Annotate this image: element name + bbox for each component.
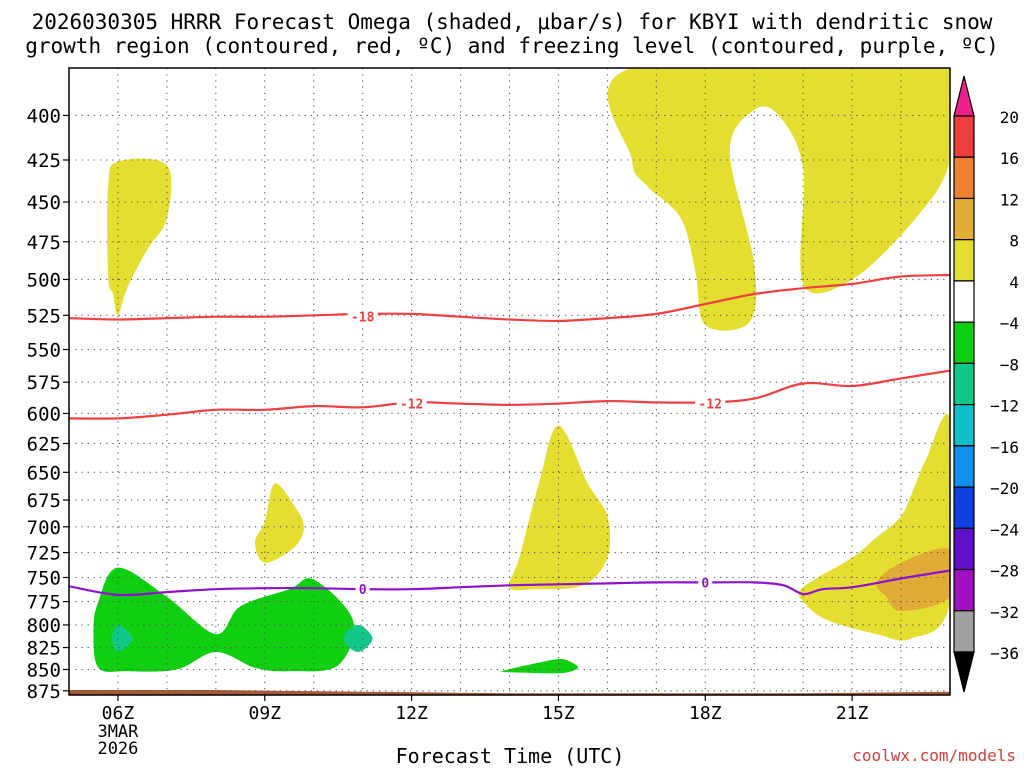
contour-label-bg-1 — [396, 396, 427, 411]
colorbar-label-2: 12 — [1000, 190, 1019, 209]
colorbar-box-2 — [953, 197, 975, 241]
contour-label-bg-4 — [698, 575, 713, 590]
colorbar-box-12 — [953, 610, 975, 653]
colorbar-box-8 — [953, 445, 975, 488]
colorbar-box-6 — [953, 362, 975, 406]
ytick-label-775: 775 — [27, 592, 61, 614]
ytick-label-625: 625 — [27, 433, 61, 455]
chart-title-line-1: 2026030305 HRRR Forecast Omega (shaded, … — [31, 10, 993, 34]
colorbar-box-0 — [953, 115, 975, 158]
xtick-sublabel-0: 3MAR — [97, 722, 139, 742]
omega-region-3 — [607, 68, 950, 331]
colorbar-label-1: 16 — [1000, 149, 1019, 168]
ytick-label-550: 550 — [27, 340, 61, 362]
contour-label-bg-3 — [355, 582, 370, 597]
credit-link[interactable]: coolwx.com/models — [852, 746, 1016, 765]
colorbar-box-5 — [953, 321, 975, 364]
colorbar: 20 16 12 8 4 −4 −8 −12 −16 −20 −24 −28 −32 −36 — [953, 75, 1019, 693]
colorbar-label-11: −28 — [990, 562, 1019, 581]
omega-region-6 — [93, 567, 354, 672]
xtick-label-21Z: 21Z — [836, 703, 869, 724]
y-axis: 400 425 450 475 500 525 550 575 600 625 650 675 700 7… — [27, 105, 69, 703]
ytick-label-650: 650 — [27, 462, 61, 484]
ytick-label-425: 425 — [27, 150, 61, 172]
plot-frame — [68, 67, 951, 696]
ytick-label-525: 525 — [27, 305, 61, 327]
ytick-label-750: 750 — [27, 568, 61, 590]
xtick-label-06Z: 06Z — [102, 703, 135, 724]
omega-region-5 — [876, 548, 950, 611]
contour-line-1 — [69, 369, 950, 420]
terrain-fill — [69, 690, 950, 695]
contour-label-0: -18 — [351, 311, 375, 326]
ytick-label-825: 825 — [27, 638, 61, 660]
colorbar-box-11 — [953, 568, 975, 612]
colorbar-label-13: −36 — [990, 644, 1019, 663]
colorbar-top-arrow — [953, 75, 975, 117]
colorbar-bottom-arrow — [953, 651, 975, 693]
omega-region-1 — [255, 483, 304, 563]
xtick-label-15Z: 15Z — [542, 703, 575, 724]
ytick-label-500: 500 — [27, 269, 61, 291]
ytick-label-600: 600 — [27, 403, 61, 425]
colorbar-label-12: −32 — [990, 603, 1019, 622]
omega-region-0 — [107, 158, 172, 316]
ytick-label-450: 450 — [27, 192, 61, 214]
colorbar-label-7: −12 — [990, 397, 1019, 416]
colorbar-box-3 — [953, 239, 975, 282]
x-axis-label: Forecast Time (UTC) — [395, 744, 625, 768]
colorbar-label-3: 8 — [1009, 232, 1019, 251]
omega-region-9 — [343, 624, 373, 652]
grid — [68, 68, 951, 695]
xtick-sublabel-1: 2026 — [97, 739, 138, 759]
terrain — [69, 690, 950, 695]
omega-shading — [93, 68, 950, 674]
colorbar-box-9 — [953, 486, 975, 529]
colorbar-label-8: −16 — [990, 438, 1019, 457]
xtick-label-18Z: 18Z — [689, 703, 722, 724]
ytick-label-475: 475 — [27, 232, 61, 254]
xtick-label-12Z: 12Z — [395, 703, 428, 724]
colorbar-label-0: 20 — [1000, 108, 1019, 127]
omega-region-8 — [112, 624, 133, 652]
contour-labels: -18 -12 -12 0 0 — [347, 309, 726, 598]
xtick-label-09Z: 09Z — [249, 703, 282, 724]
contour-label-bg-0 — [347, 309, 378, 324]
ytick-label-800: 800 — [27, 615, 61, 637]
ytick-label-850: 850 — [27, 660, 61, 682]
contour-label-4: 0 — [701, 576, 709, 591]
colorbar-box-4 — [953, 280, 975, 323]
colorbar-label-9: −20 — [990, 479, 1019, 498]
colorbar-label-4: 4 — [1009, 273, 1019, 292]
colorbar-label-5: −4 — [1000, 314, 1019, 333]
colorbar-box-10 — [953, 527, 975, 571]
contour-label-bg-2 — [695, 396, 726, 411]
chart-title-line-2: growth region (contoured, red, ºC) and f… — [25, 34, 999, 58]
contour-line-2 — [69, 569, 950, 597]
omega-region-2 — [509, 425, 611, 591]
contour-line-0 — [69, 273, 950, 323]
colorbar-label-6: −8 — [1000, 355, 1019, 374]
temperature-contours — [69, 273, 950, 597]
omega-region-7 — [500, 659, 579, 674]
ytick-label-675: 675 — [27, 490, 61, 512]
contour-label-1: -12 — [400, 398, 423, 413]
ytick-label-725: 725 — [27, 543, 61, 565]
ytick-label-575: 575 — [27, 372, 61, 394]
ytick-label-875: 875 — [27, 681, 61, 703]
colorbar-label-10: −24 — [990, 520, 1019, 539]
colorbar-box-7 — [953, 404, 975, 447]
contour-label-3: 0 — [359, 583, 367, 598]
ytick-label-700: 700 — [27, 517, 61, 539]
colorbar-box-1 — [953, 156, 975, 200]
ytick-label-400: 400 — [27, 105, 61, 127]
contour-label-2: -12 — [698, 398, 721, 413]
